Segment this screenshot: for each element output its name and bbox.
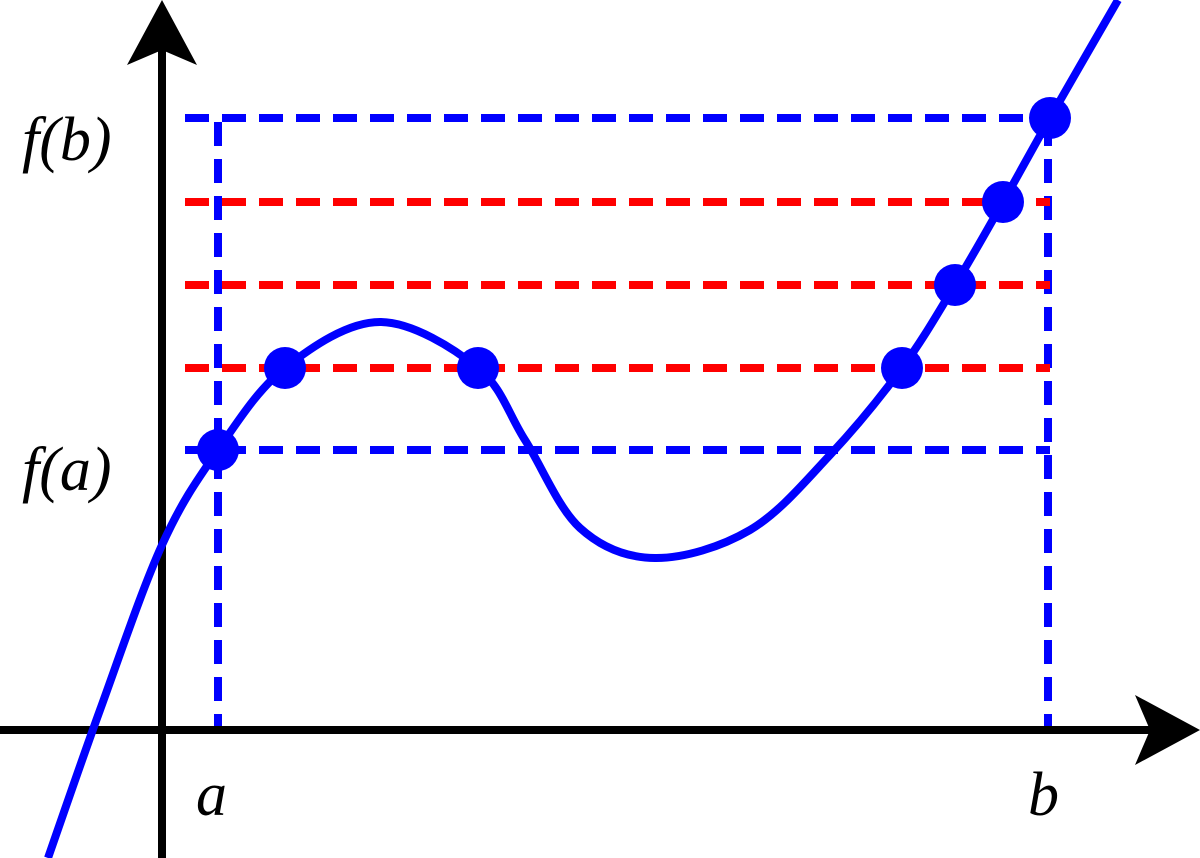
y-axis-arrow xyxy=(127,0,197,65)
point xyxy=(197,429,239,471)
intersection-points xyxy=(197,97,1071,471)
fa-label: f(a) xyxy=(22,436,112,504)
point xyxy=(934,264,976,306)
point xyxy=(457,347,499,389)
b-label: b xyxy=(1028,761,1059,829)
point xyxy=(264,347,306,389)
blue-guides xyxy=(185,114,1052,726)
a-label: a xyxy=(196,761,227,829)
point xyxy=(881,347,923,389)
x-axis-arrow xyxy=(1135,695,1200,765)
fb-label: f(b) xyxy=(22,106,112,174)
point xyxy=(982,181,1024,223)
point xyxy=(1029,97,1071,139)
